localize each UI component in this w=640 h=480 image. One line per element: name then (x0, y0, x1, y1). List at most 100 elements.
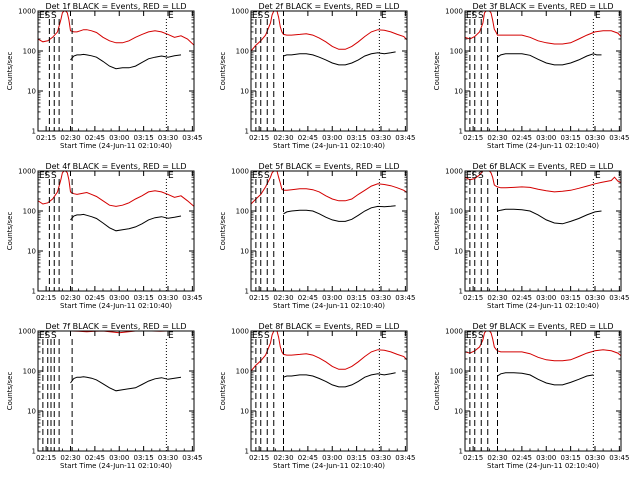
x-tick-label: 03:00 (322, 134, 342, 142)
series-line-lld (38, 170, 194, 207)
x-tick-label: 03:45 (182, 134, 202, 142)
chart-title: Det 4f BLACK = Events, RED = LLD (45, 162, 186, 171)
event-marker-label: S (472, 11, 478, 21)
x-axis-label: Start Time (24-Jun-11 02:10:40) (487, 142, 599, 150)
event-marker-label: S (472, 331, 478, 341)
event-marker-label: S (478, 331, 484, 341)
series-line-lld (251, 10, 407, 52)
y-tick-label: 100 (23, 208, 36, 216)
x-tick-label: 03:45 (609, 134, 629, 142)
event-marker-label: S (51, 331, 57, 341)
event-marker-label: E (595, 171, 601, 181)
x-tick-label: 02:30 (60, 454, 80, 462)
x-tick-label: 03:45 (182, 454, 202, 462)
event-marker-label: E (466, 11, 472, 21)
x-tick-label: 02:30 (487, 454, 507, 462)
x-tick-label: 02:45 (298, 294, 318, 302)
y-axis-label: Counts/sec (219, 372, 227, 411)
x-tick-label: 02:15 (36, 294, 56, 302)
event-marker-label: E (381, 331, 387, 341)
event-marker-label: S (51, 171, 57, 181)
x-tick-label: 02:30 (60, 294, 80, 302)
x-tick-label: 03:15 (347, 454, 367, 462)
x-axis-label: Start Time (24-Jun-11 02:10:40) (273, 302, 385, 310)
y-tick-label: 1000 (445, 328, 463, 336)
event-marker-label: S (258, 331, 264, 341)
event-marker-label: S (472, 171, 478, 181)
y-tick-label: 1 (245, 288, 249, 296)
x-tick-label: 03:30 (158, 454, 178, 462)
series-line-lld (251, 170, 407, 205)
y-tick-label: 10 (240, 408, 249, 416)
x-tick-label: 03:15 (134, 454, 154, 462)
event-marker-label: S (478, 171, 484, 181)
y-axis-label: Counts/sec (433, 372, 441, 411)
x-tick-label: 02:15 (249, 134, 269, 142)
x-tick-label: 02:30 (487, 134, 507, 142)
y-axis-label: Counts/sec (6, 212, 14, 251)
event-marker-label: S (264, 11, 270, 21)
event-marker-label: E (381, 11, 387, 21)
x-tick-label: 03:45 (395, 294, 415, 302)
series-line-events (70, 376, 182, 392)
x-tick-label: 03:00 (536, 454, 556, 462)
y-tick-label: 100 (236, 48, 249, 56)
x-tick-label: 02:30 (273, 454, 293, 462)
chart-title: Det 3f BLACK = Events, RED = LLD (472, 2, 613, 11)
x-tick-label: 02:45 (512, 294, 532, 302)
y-tick-label: 10 (27, 408, 36, 416)
x-tick-label: 03:00 (109, 454, 129, 462)
series-line-lld (465, 10, 621, 45)
y-tick-label: 1 (459, 128, 463, 136)
x-tick-label: 02:30 (273, 294, 293, 302)
y-tick-label: 1 (459, 288, 463, 296)
x-tick-label: 02:45 (85, 294, 105, 302)
x-tick-label: 03:15 (561, 454, 581, 462)
x-axis-label: Start Time (24-Jun-11 02:10:40) (487, 462, 599, 470)
y-axis-label: Counts/sec (219, 212, 227, 251)
chart-title: Det 5f BLACK = Events, RED = LLD (258, 162, 399, 171)
x-tick-label: 02:15 (36, 454, 56, 462)
y-tick-label: 10 (454, 88, 463, 96)
y-axis-label: Counts/sec (6, 372, 14, 411)
x-tick-label: 02:15 (249, 294, 269, 302)
y-tick-label: 1000 (18, 328, 36, 336)
x-tick-label: 02:30 (60, 134, 80, 142)
plot-frame (37, 170, 195, 292)
event-marker-label: S (478, 11, 484, 21)
event-marker-label: S (51, 11, 57, 21)
x-tick-label: 03:45 (609, 454, 629, 462)
series-line-events (283, 372, 396, 388)
y-axis-label: Counts/sec (433, 212, 441, 251)
x-tick-label: 02:15 (463, 294, 483, 302)
x-axis-label: Start Time (24-Jun-11 02:10:40) (273, 142, 385, 150)
series-line-events (70, 213, 182, 232)
x-tick-label: 02:45 (298, 454, 318, 462)
x-tick-label: 03:30 (585, 294, 605, 302)
x-tick-label: 02:45 (85, 454, 105, 462)
x-tick-label: 03:45 (609, 294, 629, 302)
x-axis-label: Start Time (24-Jun-11 02:10:40) (487, 302, 599, 310)
series-line-events (70, 53, 182, 70)
event-marker-label: S (258, 11, 264, 21)
x-tick-label: 02:15 (463, 134, 483, 142)
event-marker-label: E (39, 11, 45, 21)
chart-title: Det 2f BLACK = Events, RED = LLD (258, 2, 399, 11)
x-axis-label: Start Time (24-Jun-11 02:10:40) (273, 462, 385, 470)
event-marker-label: S (258, 171, 264, 181)
x-tick-label: 02:15 (36, 134, 56, 142)
x-axis-label: Start Time (24-Jun-11 02:10:40) (60, 142, 172, 150)
plot-frame (464, 170, 622, 292)
y-tick-label: 1 (459, 448, 463, 456)
x-tick-label: 03:30 (371, 294, 391, 302)
event-marker-label: E (168, 171, 174, 181)
x-tick-label: 03:30 (371, 454, 391, 462)
x-tick-label: 03:00 (322, 454, 342, 462)
y-tick-label: 10 (454, 248, 463, 256)
x-tick-label: 03:45 (182, 294, 202, 302)
x-tick-label: 02:30 (487, 294, 507, 302)
chart-title: Det 7f BLACK = Events, RED = LLD (45, 322, 186, 331)
